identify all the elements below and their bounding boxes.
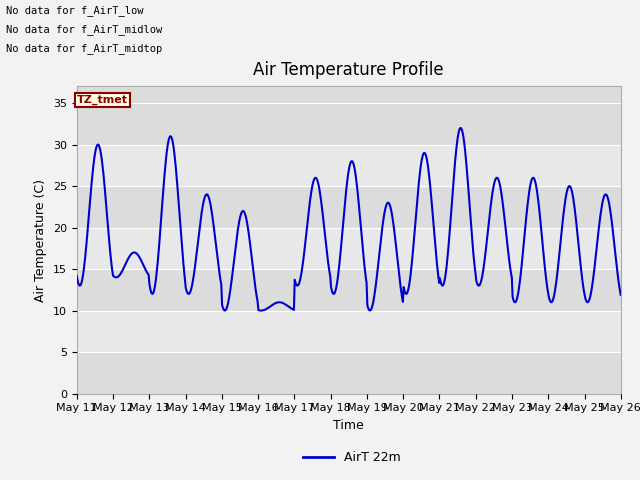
Text: No data for f_AirT_low: No data for f_AirT_low [6, 5, 144, 16]
X-axis label: Time: Time [333, 419, 364, 432]
Bar [77, 103, 621, 144]
Bar [77, 269, 621, 311]
Text: TZ_tmet: TZ_tmet [77, 95, 128, 105]
Bar [77, 144, 621, 186]
Bar [77, 186, 621, 228]
Text: No data for f_AirT_midlow: No data for f_AirT_midlow [6, 24, 163, 35]
Text: No data for f_AirT_midtop: No data for f_AirT_midtop [6, 43, 163, 54]
Bar [77, 352, 621, 394]
Y-axis label: Air Temperature (C): Air Temperature (C) [35, 179, 47, 301]
Bar [77, 311, 621, 352]
Bar [77, 228, 621, 269]
Legend: AirT 22m: AirT 22m [298, 446, 406, 469]
Title: Air Temperature Profile: Air Temperature Profile [253, 61, 444, 79]
